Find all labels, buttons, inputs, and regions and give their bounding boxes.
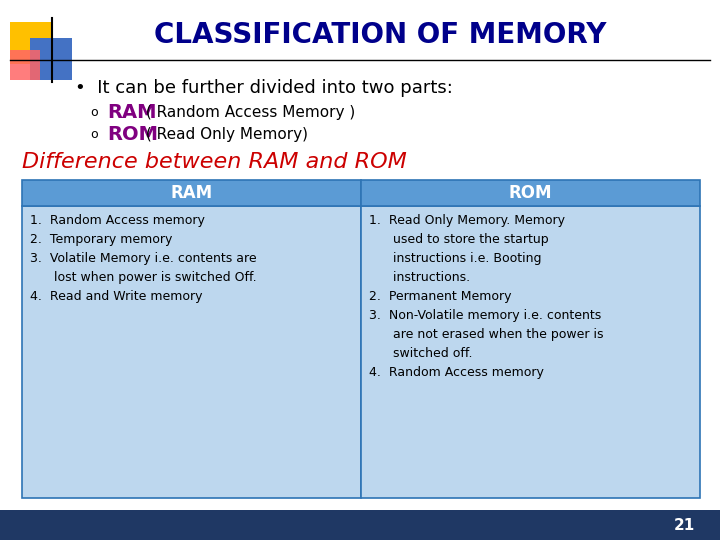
Text: ( Read Only Memory): ( Read Only Memory)	[141, 127, 308, 143]
Bar	[22, 206, 361, 498]
Text: •  It can be further divided into two parts:: • It can be further divided into two par…	[75, 79, 453, 97]
Text: 1.  Read Only Memory. Memory
      used to store the startup
      instructions : 1. Read Only Memory. Memory used to stor…	[369, 214, 603, 379]
Bar	[30, 38, 72, 80]
Bar	[361, 206, 700, 498]
Bar	[10, 50, 40, 80]
Bar	[10, 22, 52, 64]
Text: 21: 21	[674, 517, 695, 532]
Bar	[0, 510, 720, 540]
Text: CLASSIFICATION OF MEMORY: CLASSIFICATION OF MEMORY	[154, 21, 606, 49]
Text: 1.  Random Access memory
2.  Temporary memory
3.  Volatile Memory i.e. contents : 1. Random Access memory 2. Temporary mem…	[30, 214, 256, 303]
Bar	[22, 180, 361, 206]
Text: Difference between RAM and ROM: Difference between RAM and ROM	[22, 152, 407, 172]
Text: RAM: RAM	[107, 103, 156, 122]
Text: o: o	[90, 105, 98, 118]
Bar	[361, 180, 700, 206]
Text: o: o	[90, 129, 98, 141]
Text: ( Random Access Memory ): ( Random Access Memory )	[141, 105, 355, 119]
Text: ROM: ROM	[509, 184, 552, 202]
Text: ROM: ROM	[107, 125, 158, 145]
Text: RAM: RAM	[171, 184, 212, 202]
